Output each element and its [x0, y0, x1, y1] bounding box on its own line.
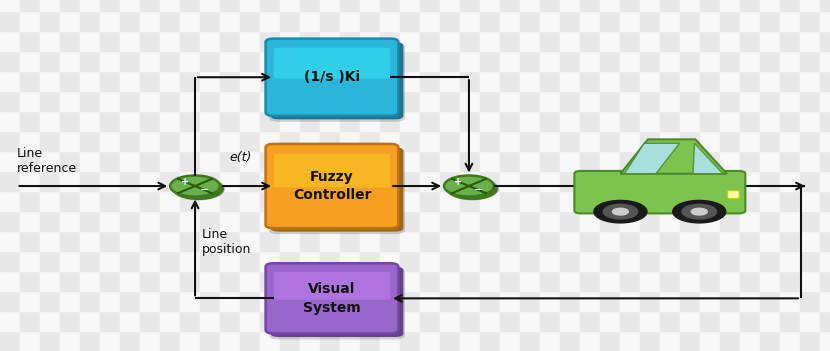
Circle shape — [173, 178, 224, 200]
FancyBboxPatch shape — [266, 263, 398, 333]
FancyBboxPatch shape — [269, 268, 405, 339]
FancyBboxPatch shape — [269, 148, 405, 234]
Text: +: + — [455, 177, 462, 187]
Polygon shape — [693, 143, 723, 174]
Text: Fuzzy
Controller: Fuzzy Controller — [293, 170, 371, 202]
Text: Line
position: Line position — [202, 228, 251, 256]
Text: Line
reference: Line reference — [17, 147, 76, 176]
Circle shape — [447, 178, 497, 199]
FancyBboxPatch shape — [266, 144, 398, 228]
Circle shape — [613, 208, 628, 215]
FancyBboxPatch shape — [271, 267, 403, 337]
Circle shape — [173, 178, 223, 199]
Circle shape — [672, 200, 725, 223]
Text: −: − — [200, 185, 209, 196]
FancyBboxPatch shape — [574, 171, 745, 213]
FancyBboxPatch shape — [269, 43, 405, 122]
FancyBboxPatch shape — [266, 39, 398, 116]
Circle shape — [603, 204, 637, 219]
Text: e(t): e(t) — [230, 151, 252, 165]
FancyBboxPatch shape — [271, 42, 403, 119]
Text: Visual
System: Visual System — [303, 282, 361, 314]
Circle shape — [691, 208, 707, 215]
FancyBboxPatch shape — [274, 48, 390, 79]
Text: (1/s )Ki: (1/s )Ki — [304, 70, 360, 84]
Circle shape — [170, 176, 220, 197]
Circle shape — [444, 176, 494, 197]
Circle shape — [682, 204, 716, 219]
FancyBboxPatch shape — [728, 191, 740, 198]
Polygon shape — [624, 143, 680, 174]
FancyBboxPatch shape — [271, 147, 403, 232]
Text: +: + — [181, 177, 188, 187]
Text: −: − — [474, 185, 483, 196]
FancyBboxPatch shape — [274, 154, 390, 187]
Polygon shape — [621, 139, 727, 174]
Circle shape — [447, 178, 498, 200]
FancyBboxPatch shape — [274, 272, 390, 300]
Circle shape — [594, 200, 647, 223]
